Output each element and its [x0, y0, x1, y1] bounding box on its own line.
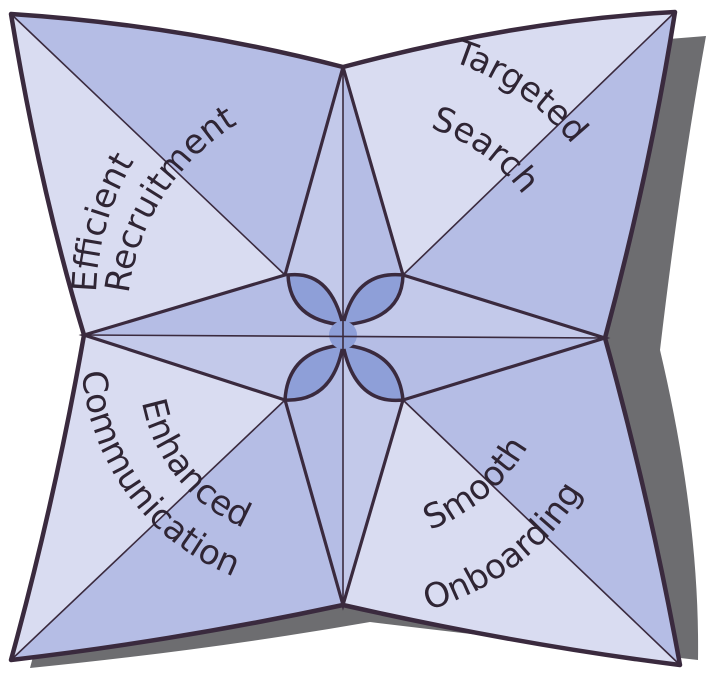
quadrant-top-right [343, 12, 675, 338]
outer-outline [8, 9, 683, 668]
quadrant-top-left [11, 14, 343, 335]
quadrant-bottom-left [11, 335, 343, 660]
quadrant-bottom-right [343, 338, 680, 665]
